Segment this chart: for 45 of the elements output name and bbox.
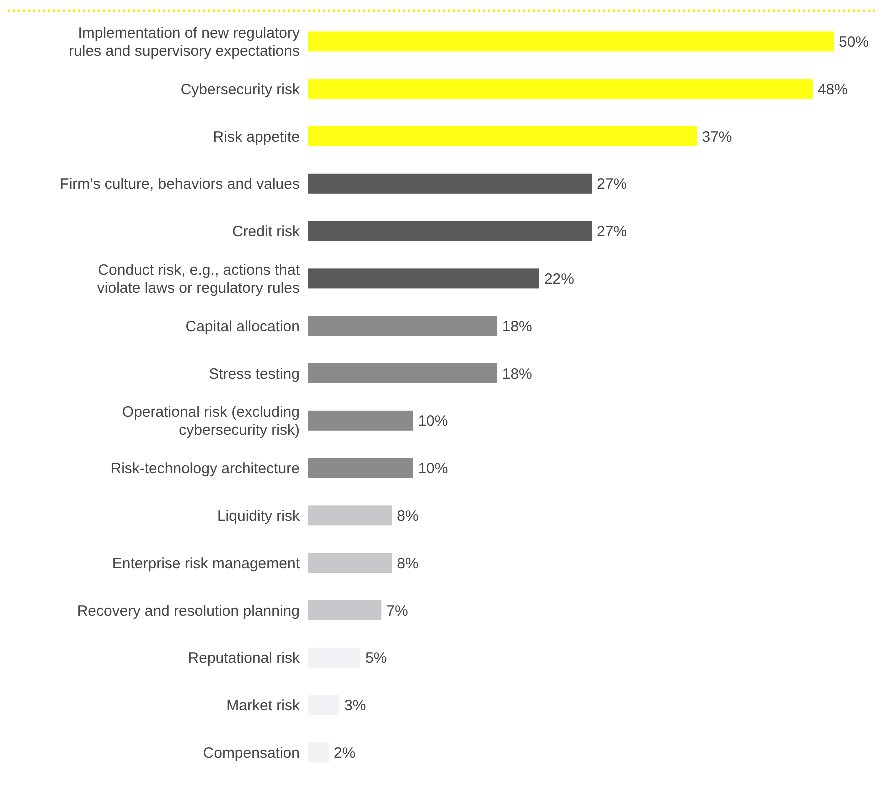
data-label: 27% (597, 176, 628, 194)
data-label: 2% (334, 744, 356, 762)
y-tick-label: Capital allocation (186, 318, 300, 336)
data-label: 27% (597, 224, 628, 241)
bar (308, 364, 498, 384)
y-tick-label: Compensation (203, 744, 300, 762)
y-tick-label: Operational risk (excluding cybersecurity risk) (122, 404, 300, 440)
y-tick-label: Risk appetite (213, 128, 300, 146)
data-label: 22% (544, 270, 574, 288)
bar (308, 316, 498, 336)
bar (308, 32, 834, 52)
data-label: 10% (418, 413, 448, 430)
data-label: 18% (502, 318, 532, 336)
y-tick-label: Risk-technology architecture (110, 460, 300, 478)
y-tick-label: Enterprise risk management (112, 555, 301, 572)
bar (308, 506, 392, 526)
data-label: 10% (418, 460, 448, 478)
y-tick-label: Stress testing (209, 366, 300, 383)
bar (308, 553, 392, 574)
data-label: 18% (502, 366, 532, 383)
bar (308, 126, 698, 146)
y-tick-label: Reputational risk (188, 650, 300, 668)
y-tick-label: Firm’s culture, behaviors and values (60, 176, 300, 194)
bar (308, 458, 414, 478)
bar (308, 268, 540, 289)
bar (308, 174, 592, 194)
data-label: 48% (818, 81, 848, 98)
data-label: 8% (397, 555, 419, 572)
bar (308, 79, 813, 100)
y-tick-label: Cybersecurity risk (180, 81, 300, 98)
data-label: 5% (366, 650, 388, 668)
bar (308, 221, 592, 242)
y-tick-label: Implementation of new regulatory rules and supervisory expectations (69, 24, 300, 60)
data-label: 7% (386, 602, 408, 620)
bar (308, 410, 414, 431)
y-tick-label: Credit risk (232, 224, 300, 241)
data-label: 37% (702, 128, 732, 146)
data-label: 3% (344, 698, 366, 715)
y-tick-label: Conduct risk, e.g., actions that violate laws or regulatory rules (97, 262, 301, 297)
y-tick-label: Market risk (226, 698, 300, 715)
data-label: 50% (839, 34, 870, 51)
data-label: 8% (397, 508, 419, 525)
y-tick-label: Recovery and resolution planning (77, 602, 300, 620)
bar (308, 600, 382, 620)
y-tick-label: Liquidity risk (217, 508, 300, 525)
